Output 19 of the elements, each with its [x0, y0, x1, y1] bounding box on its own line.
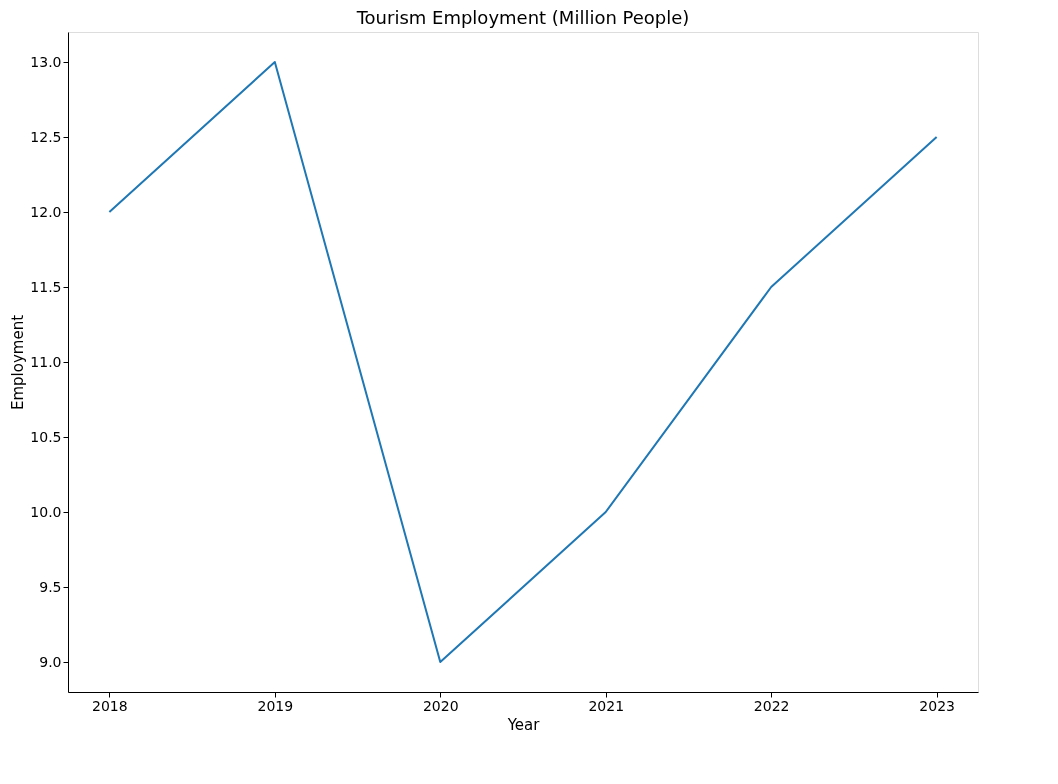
y-tick-label: 9.0 [39, 653, 62, 670]
x-tick-label: 2021 [588, 697, 625, 714]
y-tick-label: 10.0 [30, 503, 62, 520]
x-axis-title: Year [506, 715, 541, 734]
y-tick-label: 11.5 [30, 278, 62, 295]
y-tick-label: 12.0 [30, 203, 62, 220]
y-tick-label: 12.5 [30, 128, 62, 145]
y-tick-label: 11.0 [30, 353, 62, 370]
x-tick-label: 2020 [422, 697, 459, 714]
line-series [108, 61, 938, 663]
chart-title: Tourism Employment (Million People) [355, 7, 690, 28]
y-tick-label: 10.5 [30, 428, 62, 445]
x-tick-label: 2022 [753, 697, 790, 714]
y-tick-label: 9.5 [39, 578, 62, 595]
x-tick-label: 2019 [257, 697, 294, 714]
x-tick-label: 2023 [919, 697, 955, 714]
y-axis-title: Employment [9, 314, 28, 411]
y-tick-label: 13.0 [30, 53, 62, 70]
x-tick-label: 2018 [92, 697, 128, 714]
